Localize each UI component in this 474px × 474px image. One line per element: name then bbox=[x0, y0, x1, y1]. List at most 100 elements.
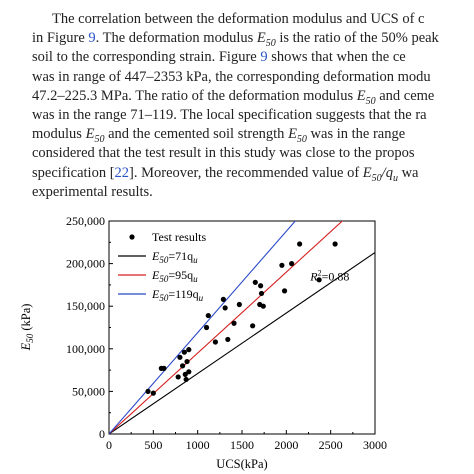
paragraph-line: was in the range 71–119. The local speci… bbox=[0, 106, 474, 125]
text-segment: considered that the test result in this … bbox=[32, 145, 415, 162]
legend-label-71: E50=71qu bbox=[151, 249, 198, 265]
data-point bbox=[181, 349, 187, 355]
data-point bbox=[150, 390, 156, 396]
text-segment: soil to the corresponding strain. Figure bbox=[32, 49, 261, 66]
data-point bbox=[258, 283, 264, 289]
paragraph-line: soil to the corresponding strain. Figure… bbox=[0, 48, 474, 67]
r-squared-annotation: R2=0.88 bbox=[309, 268, 349, 283]
paragraph-text: The correlation between the deformation … bbox=[0, 10, 474, 202]
y-tick-label: 250,000 bbox=[66, 214, 105, 228]
text-segment: and the cemented soil strength bbox=[104, 126, 289, 143]
figure-reference-link[interactable]: 9 bbox=[88, 30, 96, 47]
text-segment: experimental results. bbox=[32, 183, 153, 200]
data-point bbox=[186, 347, 192, 353]
x-tick-labels: 0 500 1000 1500 2000 2500 3000 bbox=[106, 438, 387, 452]
x-tick-label: 1000 bbox=[186, 438, 210, 452]
text-segment: in Figure bbox=[32, 30, 89, 47]
figure-reference-link[interactable]: 9 bbox=[260, 49, 268, 66]
legend-marker-points bbox=[129, 234, 135, 240]
text-segment: ]. Moreover, the recommended value of bbox=[129, 164, 363, 181]
data-point bbox=[183, 376, 189, 383]
text-segment: q bbox=[385, 164, 393, 181]
text-segment: E bbox=[256, 30, 266, 47]
data-point bbox=[186, 369, 192, 375]
text-segment: 50 bbox=[94, 134, 105, 146]
text-segment: modulus bbox=[32, 126, 86, 143]
y-tick-labels: 0 50,000 100,000 150,000 200,000 250,000 bbox=[66, 214, 105, 441]
data-point bbox=[236, 301, 242, 308]
fit-line-71 bbox=[109, 252, 375, 434]
paragraph-line: specification [22]. Moreover, the recomm… bbox=[0, 164, 474, 183]
y-tick-label: 100,000 bbox=[66, 342, 105, 356]
text-segment: shows that when the ce bbox=[267, 49, 406, 66]
data-point bbox=[175, 374, 181, 380]
fit-line-119 bbox=[109, 221, 297, 434]
legend-label-95: E50=95qu bbox=[151, 268, 198, 284]
text-segment: was in the range 71–119. The local speci… bbox=[32, 107, 427, 124]
paragraph-line: The correlation between the deformation … bbox=[0, 10, 474, 29]
fit-line-95 bbox=[109, 221, 344, 434]
y-tick-label: 150,000 bbox=[66, 299, 105, 313]
data-point bbox=[252, 279, 258, 285]
data-point bbox=[231, 320, 237, 326]
plot-frame bbox=[108, 220, 376, 435]
x-tick-label: 3000 bbox=[363, 438, 387, 452]
data-point bbox=[145, 388, 151, 394]
text-segment: E bbox=[288, 126, 297, 143]
text-segment: wa bbox=[397, 164, 419, 181]
text-segment: 50 bbox=[265, 38, 276, 50]
paragraph-line: experimental results. bbox=[0, 183, 474, 202]
data-point bbox=[222, 305, 228, 311]
x-tick-label: 2500 bbox=[319, 438, 343, 452]
y-tick-label: 50,000 bbox=[72, 384, 105, 398]
text-segment: u bbox=[392, 172, 398, 184]
data-point bbox=[225, 336, 231, 343]
x-tick-label: 500 bbox=[144, 438, 162, 452]
data-point bbox=[184, 358, 190, 365]
data-points bbox=[145, 241, 338, 396]
y-tick-label: 200,000 bbox=[66, 257, 105, 271]
paragraph-line: in Figure 9. The deformation modulus E50… bbox=[0, 29, 474, 48]
data-point bbox=[179, 363, 186, 369]
data-point bbox=[332, 241, 338, 247]
y-tick-label: 0 bbox=[99, 427, 105, 441]
data-point bbox=[220, 296, 226, 302]
data-point bbox=[297, 241, 303, 247]
text-segment: is the ratio of the 50% peak bbox=[275, 30, 439, 47]
text-segment: and ceme bbox=[375, 87, 435, 104]
figure-reference-link[interactable]: 22 bbox=[114, 164, 130, 181]
text-segment: E bbox=[85, 126, 95, 143]
data-point bbox=[161, 365, 167, 371]
data-point bbox=[177, 354, 183, 360]
text-segment: 50 bbox=[296, 134, 307, 146]
paragraph-line: 47.2–225.3 MPa. The ratio of the deforma… bbox=[0, 87, 474, 106]
scatter-chart: 0 500 1000 1500 2000 2500 3000 0 50,000 100,000 1… bbox=[19, 214, 387, 471]
paragraph-line: was in range of 447–2353 kPa, the corres… bbox=[0, 68, 474, 87]
legend-label-points: Test results bbox=[152, 230, 206, 244]
data-point bbox=[205, 312, 211, 319]
data-point bbox=[203, 324, 210, 331]
fit-lines bbox=[109, 221, 375, 434]
paragraph-line: considered that the test result in this … bbox=[0, 144, 474, 163]
data-point bbox=[250, 323, 256, 329]
data-point bbox=[281, 288, 288, 294]
text-segment: was in range of 447–2353 kPa, the corres… bbox=[32, 68, 431, 85]
text-segment: specification [ bbox=[32, 164, 115, 181]
legend-label-119: E50=119qu bbox=[151, 287, 204, 303]
data-point bbox=[289, 261, 295, 267]
x-tick-label: 1500 bbox=[230, 438, 254, 452]
text-segment: 50 bbox=[371, 172, 382, 184]
x-tick-label: 0 bbox=[106, 438, 112, 452]
text-segment: was in the range bbox=[306, 126, 406, 143]
text-segment: 47.2–225.3 MPa. The ratio of the deforma… bbox=[32, 87, 357, 104]
paragraph-line: modulus E50 and the cemented soil streng… bbox=[0, 125, 474, 144]
data-point bbox=[279, 262, 285, 268]
data-point bbox=[258, 290, 265, 297]
text-segment: E bbox=[362, 164, 372, 181]
x-tick-label: 2000 bbox=[274, 438, 298, 452]
legend: Test results E50=71qu E50=95qu E50=119qu bbox=[118, 230, 206, 303]
axis-ticks bbox=[108, 220, 376, 435]
data-point bbox=[316, 277, 322, 283]
x-axis-title: UCS(kPa) bbox=[216, 457, 267, 471]
data-point bbox=[212, 339, 218, 345]
